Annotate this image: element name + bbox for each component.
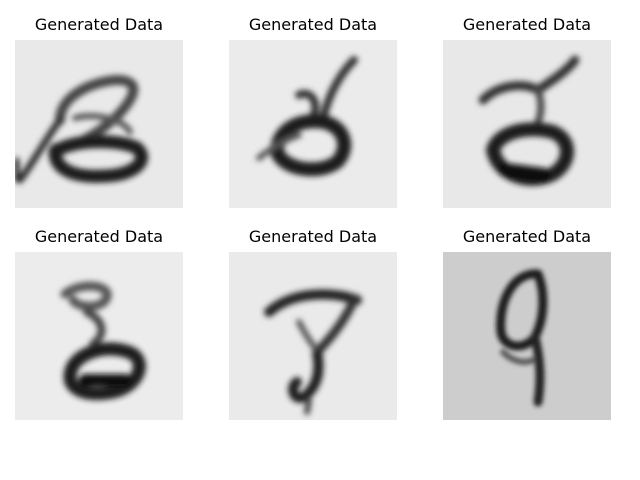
panel-title: Generated Data — [248, 227, 378, 246]
generated-digit-image — [15, 252, 183, 420]
panel-title: Generated Data — [462, 15, 592, 34]
panel-title: Generated Data — [462, 227, 592, 246]
generated-digit-image — [229, 40, 397, 208]
panel-title: Generated Data — [34, 15, 164, 34]
generated-digit-image — [443, 252, 611, 420]
generated-digit-image — [443, 40, 611, 208]
generated-digit-image — [229, 252, 397, 420]
generated-digit-image — [15, 40, 183, 208]
panel-title: Generated Data — [248, 15, 378, 34]
panel-title: Generated Data — [34, 227, 164, 246]
